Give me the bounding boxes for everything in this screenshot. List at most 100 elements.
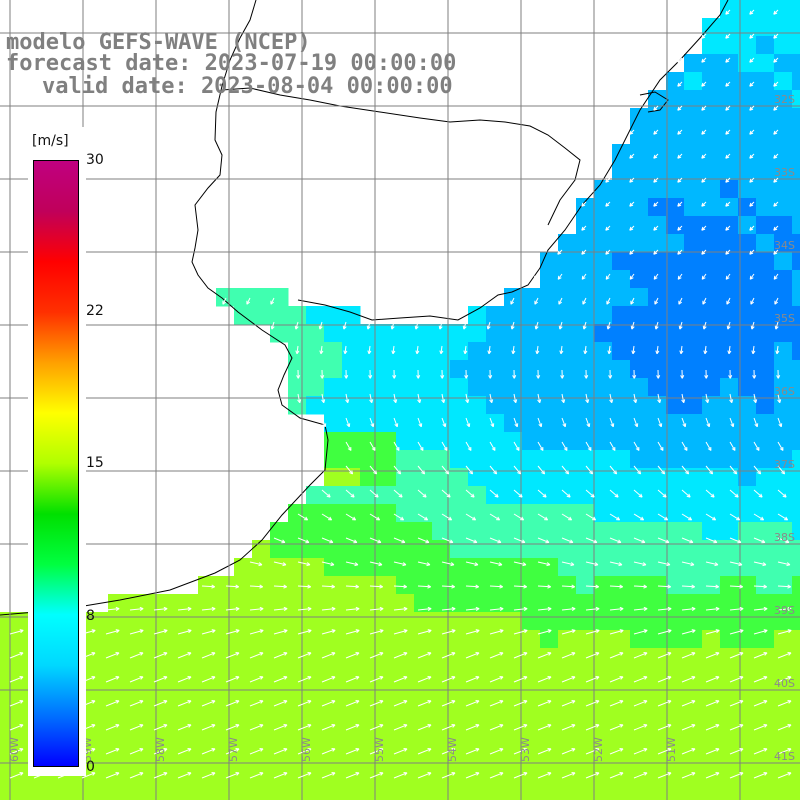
wind-cell: [90, 774, 109, 793]
wind-cell: [270, 630, 289, 649]
wind-arrow: [417, 417, 423, 428]
valid-date: valid date: 2023-08-04 00:00:00: [42, 74, 453, 99]
wind-cell: [468, 306, 487, 325]
wind-cell: [306, 396, 325, 415]
wind-arrow: [369, 393, 374, 404]
wind-cell: [360, 792, 379, 800]
wind-cell: [432, 540, 451, 559]
wind-cell: [702, 450, 721, 469]
wind-arrow: [441, 441, 448, 451]
wind-arrow: [729, 748, 744, 755]
wind-cell: [666, 378, 685, 397]
wind-cell: [738, 90, 757, 109]
wind-cell: [702, 180, 721, 199]
wind-arrow: [657, 700, 672, 707]
wind-cell: [216, 648, 235, 667]
wind-cell: [378, 468, 397, 487]
wind-cell: [612, 684, 631, 703]
wind-cell: [630, 738, 649, 757]
wind-cell: [450, 756, 469, 775]
wind-arrow: [705, 629, 720, 635]
wind-arrow: [657, 606, 672, 611]
wind-cell: [630, 342, 649, 361]
wind-cell: [252, 702, 271, 721]
wind-arrow: [657, 652, 672, 659]
wind-cell: [378, 792, 397, 800]
wind-arrow: [725, 249, 731, 255]
wind-cell: [432, 792, 451, 800]
wind-cell: [270, 648, 289, 667]
wind-cell: [126, 720, 145, 739]
wind-cell: [792, 126, 800, 145]
longitude-label: 58W: [154, 737, 167, 762]
wind-cell: [360, 360, 379, 379]
wind-arrow: [321, 561, 335, 567]
wind-cell: [306, 648, 325, 667]
wind-cell: [486, 756, 505, 775]
wind-cell: [126, 702, 145, 721]
wind-arrow: [777, 724, 792, 731]
wind-arrow: [701, 225, 707, 231]
wind-cell: [90, 738, 109, 757]
wind-cell: [576, 756, 595, 775]
wind-arrow: [273, 584, 287, 589]
wind-cell: [684, 702, 703, 721]
wind-cell: [378, 342, 397, 361]
wind-arrow: [775, 345, 780, 355]
wind-cell: [396, 486, 415, 505]
wind-arrow: [249, 652, 264, 659]
wind-cell: [288, 324, 307, 343]
wind-cell: [432, 756, 451, 775]
wind-cell: [774, 162, 793, 181]
wind-cell: [450, 504, 469, 523]
wind-arrow: [129, 629, 144, 635]
wind-cell: [684, 198, 703, 217]
wind-cell: [774, 90, 793, 109]
wind-arrow: [153, 772, 168, 779]
wind-cell: [432, 630, 451, 649]
wind-cell: [684, 486, 703, 505]
wind-arrow: [725, 81, 731, 87]
wind-cell: [630, 774, 649, 793]
wind-cell: [630, 540, 649, 559]
wind-arrow: [629, 201, 635, 207]
wind-arrow: [753, 652, 768, 659]
wind-arrow: [773, 81, 779, 87]
wind-cell: [702, 684, 721, 703]
wind-arrow: [633, 724, 648, 731]
wind-arrow: [725, 273, 731, 280]
wind-arrow: [749, 9, 755, 15]
wind-arrow: [750, 297, 755, 305]
wind-arrow: [559, 345, 564, 355]
wind-cell: [630, 702, 649, 721]
wind-cell: [468, 486, 487, 505]
wind-cell: [684, 360, 703, 379]
wind-cell: [756, 684, 775, 703]
wind-cell: [702, 540, 721, 559]
wind-cell: [774, 288, 793, 307]
wind-arrow: [9, 700, 24, 707]
wind-cell: [702, 126, 721, 145]
wind-arrow: [321, 606, 336, 611]
wind-cell: [342, 756, 361, 775]
wind-cell: [756, 54, 775, 73]
wind-arrow: [561, 489, 571, 498]
wind-arrow: [393, 537, 406, 544]
wind-arrow: [633, 513, 645, 521]
wind-cell: [702, 432, 721, 451]
wind-arrow: [345, 629, 360, 635]
wind-cell: [684, 666, 703, 685]
wind-arrow: [585, 417, 591, 428]
wind-cell: [468, 684, 487, 703]
wind-cell: [162, 774, 181, 793]
wind-cell: [738, 702, 757, 721]
wind-cell: [360, 756, 379, 775]
wind-arrow: [726, 297, 731, 305]
wind-cell: [468, 414, 487, 433]
wind-cell: [468, 666, 487, 685]
wind-cell: [216, 666, 235, 685]
wind-cell: [720, 504, 739, 523]
wind-cell: [468, 342, 487, 361]
wind-cell: [216, 738, 235, 757]
wind-cell: [774, 198, 793, 217]
